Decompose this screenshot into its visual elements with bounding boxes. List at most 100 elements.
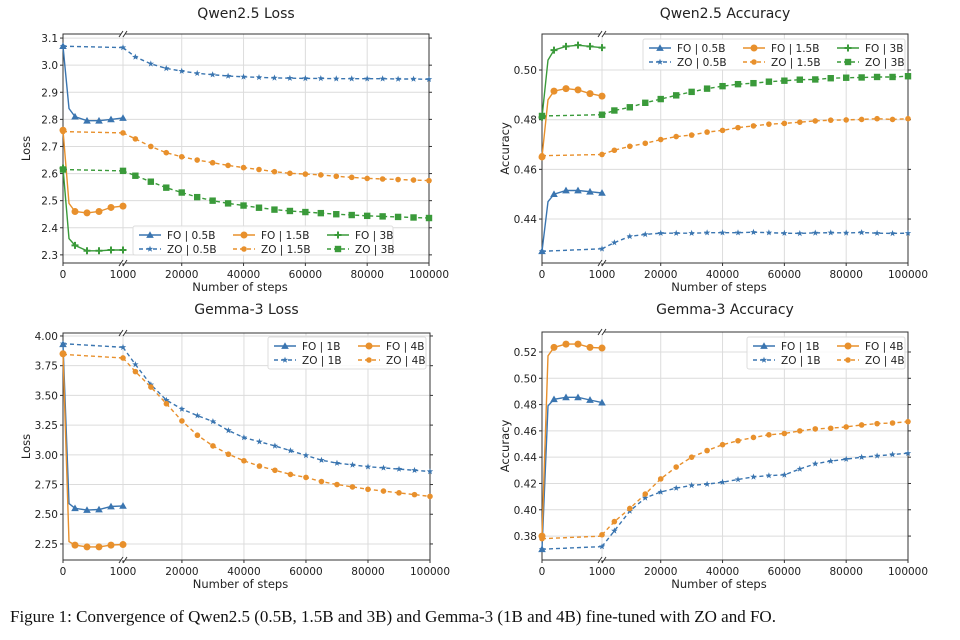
x-tick-label: 100000 [888, 269, 928, 281]
square-marker [842, 74, 850, 81]
x-tick-label: 80000 [829, 269, 862, 281]
star-marker [889, 230, 896, 237]
legend-label: ZO | 1B [302, 355, 342, 367]
star-marker [240, 73, 247, 80]
circle-marker [209, 159, 216, 166]
x-axis-label: Number of steps [671, 280, 766, 294]
series-zo-4b [60, 351, 433, 500]
triangle-marker [83, 116, 91, 124]
y-tick-label: 0.44 [514, 214, 538, 226]
star-marker [734, 229, 742, 236]
star-marker [904, 229, 912, 236]
legend-label: ZO | 4B [865, 355, 905, 367]
star-marker [348, 75, 355, 82]
circle-marker [95, 543, 103, 551]
x-tick-label: 0 [539, 566, 546, 578]
star-marker [611, 239, 618, 246]
star-marker [538, 545, 546, 552]
star-marker [750, 473, 757, 480]
circle-marker [272, 467, 278, 474]
circle-marker [148, 143, 154, 150]
star-marker [224, 72, 232, 79]
plus-marker [844, 44, 852, 52]
square-marker [286, 207, 294, 215]
circle-marker [194, 432, 201, 439]
square-marker [147, 178, 155, 185]
star-marker [796, 230, 804, 237]
star-marker [240, 434, 248, 441]
circle-marker [827, 117, 834, 123]
axis-break-mark [597, 30, 607, 38]
circle-marker [240, 164, 247, 171]
series-line [62, 130, 124, 134]
legend-entry: FO | 0.5B [649, 43, 725, 55]
x-tick-label: 1000 [110, 269, 137, 281]
legend-label: FO | 3B [865, 43, 903, 55]
circle-marker [599, 531, 605, 538]
circle-marker [241, 457, 247, 464]
legend: FO | 1B ZO | 1B FO | 4B ZO | 4B [267, 336, 427, 370]
star-marker [380, 464, 387, 471]
star-marker [59, 340, 67, 347]
triangle-marker [574, 393, 582, 401]
circle-marker [318, 478, 325, 485]
legend-label: ZO | 1B [781, 355, 821, 367]
circle-marker [704, 129, 710, 135]
star-marker [119, 343, 127, 350]
series-line [541, 248, 603, 252]
axis-break-gap [600, 330, 604, 334]
circle-marker [365, 486, 371, 493]
circle-marker [889, 116, 896, 123]
triangle-marker [119, 114, 127, 121]
legend-entry: FO | 1.5B [743, 43, 819, 55]
series-line [62, 46, 124, 122]
y-tick-label: 2.8 [41, 114, 58, 126]
legend-label: FO | 3B [355, 230, 393, 242]
square-marker [132, 172, 139, 179]
series-fo-0-5b [59, 42, 127, 124]
star-marker [379, 75, 386, 82]
legend-entry: ZO | 0.5B [649, 57, 727, 69]
legend-entry: FO | 0.5B [139, 230, 215, 242]
square-marker [904, 73, 912, 80]
square-marker [765, 78, 773, 85]
star-marker [146, 245, 154, 252]
circle-marker [179, 418, 185, 424]
legend-entry: ZO | 3B [327, 244, 395, 256]
series-line [62, 343, 124, 348]
y-tick-label: 0.40 [514, 505, 537, 517]
circle-marker [905, 115, 911, 122]
star-marker [750, 228, 757, 235]
circle-marker [365, 342, 373, 350]
series-line [62, 168, 123, 252]
circle-marker [750, 44, 758, 52]
series-line [62, 353, 124, 548]
y-tick-label: 2.6 [41, 169, 58, 181]
circle-marker [71, 208, 79, 216]
circle-marker [843, 424, 849, 430]
legend-label: FO | 0.5B [677, 43, 725, 55]
axis-break-gap [121, 32, 125, 36]
axis-break-mark [597, 259, 607, 267]
legend-label: ZO | 3B [355, 244, 395, 256]
circle-marker [797, 119, 803, 125]
x-tick-label: 60000 [289, 566, 322, 578]
square-marker [657, 95, 664, 103]
legend: FO | 0.5B ZO | 0.5B FO | 1.5B ZO | 1.5B FO |… [642, 38, 906, 71]
plus-marker [598, 44, 606, 52]
series-line [601, 452, 909, 548]
triangle-marker [586, 187, 594, 195]
axis-break-mark [118, 556, 128, 564]
circle-marker [550, 343, 558, 351]
star-marker [302, 452, 310, 459]
y-tick-label: 0.48 [514, 115, 537, 127]
legend-label: FO | 1.5B [261, 230, 309, 242]
circle-marker [225, 162, 231, 169]
circle-marker [586, 343, 594, 351]
x-tick-label: 100000 [888, 566, 928, 578]
y-tick-label: 3.00 [35, 450, 58, 462]
circle-marker [107, 203, 115, 211]
star-marker [132, 361, 139, 368]
circle-marker [148, 384, 154, 390]
circle-marker [60, 128, 66, 135]
